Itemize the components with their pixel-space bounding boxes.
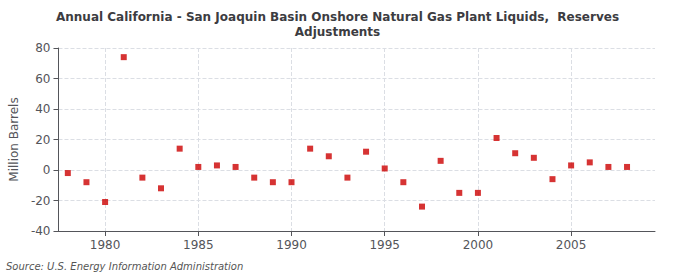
- svg-text:-40: -40: [31, 224, 51, 238]
- svg-text:Million Barrels: Million Barrels: [7, 97, 21, 181]
- svg-text:40: 40: [35, 102, 50, 116]
- svg-text:0: 0: [43, 163, 51, 177]
- svg-text:2005: 2005: [556, 238, 587, 252]
- svg-text:1980: 1980: [90, 238, 121, 252]
- svg-text:Annual California - San Joaqui: Annual California - San Joaquin Basin On…: [56, 10, 619, 24]
- svg-text:-20: -20: [31, 194, 51, 208]
- svg-text:2000: 2000: [463, 238, 494, 252]
- svg-text:80: 80: [35, 41, 50, 55]
- svg-text:60: 60: [35, 72, 50, 86]
- svg-text:1995: 1995: [369, 238, 400, 252]
- svg-text:Source: U.S. Energy Informatio: Source: U.S. Energy Information Administ…: [6, 261, 243, 272]
- svg-text:Adjustments: Adjustments: [295, 25, 380, 39]
- svg-text:1990: 1990: [276, 238, 307, 252]
- svg-text:20: 20: [35, 133, 50, 147]
- svg-text:1985: 1985: [183, 238, 214, 252]
